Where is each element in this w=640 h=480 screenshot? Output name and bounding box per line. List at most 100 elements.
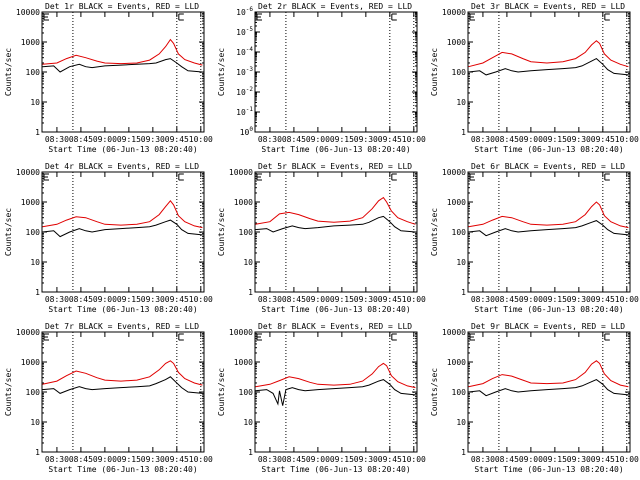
corner-e-marker bbox=[469, 173, 475, 181]
plot-det-4: Det 4r BLACK = Events, RED = LLD 1 10 100 10… bbox=[4, 162, 213, 314]
x-tick-label: 08:45 bbox=[495, 455, 519, 464]
x-tick-label: 09:00 bbox=[93, 135, 117, 144]
corner-e-marker bbox=[43, 333, 49, 341]
x-tick-label: 08:45 bbox=[495, 135, 519, 144]
marker-e-glyph bbox=[604, 173, 610, 181]
series-line-lld bbox=[468, 201, 629, 229]
x-tick-label: 08:30 bbox=[45, 455, 69, 464]
x-tick-label: 09:30 bbox=[354, 135, 378, 144]
x-axis-label: Start Time (06-Jun-13 08:20:40) bbox=[261, 145, 410, 154]
y-tick-label: 1000 bbox=[21, 198, 40, 207]
x-tick-label: 09:30 bbox=[354, 455, 378, 464]
x-tick-label: 08:45 bbox=[282, 135, 306, 144]
plot-frame bbox=[467, 11, 631, 133]
x-axis-label: Start Time (06-Jun-13 08:20:40) bbox=[48, 465, 197, 474]
x-tick-label: 09:45 bbox=[591, 455, 615, 464]
x-tick-label: 09:30 bbox=[141, 135, 165, 144]
x-tick-label: 08:45 bbox=[69, 455, 93, 464]
marker-e-glyph bbox=[391, 173, 397, 181]
corner-e-marker bbox=[43, 173, 49, 181]
y-tick-label: 1 bbox=[35, 288, 40, 297]
plot-title: Det 9r BLACK = Events, RED = LLD bbox=[471, 322, 625, 331]
corner-e-marker bbox=[469, 13, 475, 21]
y-tick-label: 1 bbox=[461, 128, 466, 137]
y-tick-label: 10000 bbox=[16, 8, 40, 17]
x-tick-label: 09:00 bbox=[519, 455, 543, 464]
plot-frame bbox=[41, 11, 205, 133]
plot-frame bbox=[254, 11, 418, 133]
x-tick-label: 09:30 bbox=[567, 295, 591, 304]
x-axis-label: Start Time (06-Jun-13 08:20:40) bbox=[48, 145, 197, 154]
x-tick-label: 09:00 bbox=[306, 135, 330, 144]
y-axis-label: Counts/sec bbox=[4, 208, 13, 256]
x-tick-label: 10:00 bbox=[615, 135, 639, 144]
plot-frame bbox=[467, 331, 631, 453]
corner-e-marker bbox=[43, 13, 49, 21]
x-tick-label: 08:45 bbox=[495, 295, 519, 304]
x-axis-label: Start Time (06-Jun-13 08:20:40) bbox=[261, 465, 410, 474]
y-axis-label: Counts/sec bbox=[217, 208, 226, 256]
plot-title: Det 8r BLACK = Events, RED = LLD bbox=[258, 322, 412, 331]
x-tick-label: 09:15 bbox=[330, 135, 354, 144]
x-tick-label: 09:00 bbox=[306, 455, 330, 464]
x-tick-label: 08:30 bbox=[471, 455, 495, 464]
x-tick-label: 10:00 bbox=[402, 295, 426, 304]
x-tick-label: 09:45 bbox=[591, 135, 615, 144]
x-tick-label: 09:15 bbox=[543, 455, 567, 464]
y-tick-label: 10000 bbox=[229, 328, 253, 337]
x-tick-label: 09:30 bbox=[354, 295, 378, 304]
y-tick-label: 10000 bbox=[16, 328, 40, 337]
plot-det-3: Det 3r BLACK = Events, RED = LLD 1 10 100 10… bbox=[430, 2, 639, 154]
x-tick-label: 08:45 bbox=[282, 295, 306, 304]
series-line-events bbox=[468, 57, 629, 76]
y-axis-label: Counts/sec bbox=[430, 368, 439, 416]
corner-e-marker bbox=[256, 13, 262, 21]
y-tick-label: 1000 bbox=[447, 38, 466, 47]
x-tick-label: 09:15 bbox=[330, 295, 354, 304]
series-line-lld bbox=[468, 360, 629, 388]
y-tick-label: 1000 bbox=[447, 358, 466, 367]
y-tick-label: 10000 bbox=[229, 168, 253, 177]
plot-det-2: Det 2r BLACK = Events, RED = LLD 100 10-1 1… bbox=[217, 2, 426, 154]
plot-det-6: Det 6r BLACK = Events, RED = LLD 1 10 100 10… bbox=[430, 162, 639, 314]
x-axis-label: Start Time (06-Jun-13 08:20:40) bbox=[474, 465, 623, 474]
y-tick-label: 1 bbox=[248, 288, 253, 297]
series-line-lld bbox=[42, 200, 203, 229]
x-tick-label: 10:00 bbox=[189, 135, 213, 144]
series-line-lld bbox=[42, 38, 203, 66]
y-tick-label: 10-2 bbox=[236, 86, 253, 97]
y-axis-label: Counts/sec bbox=[217, 368, 226, 416]
x-axis-label: Start Time (06-Jun-13 08:20:40) bbox=[261, 305, 410, 314]
y-tick-label: 10000 bbox=[16, 168, 40, 177]
plot-title: Det 5r BLACK = Events, RED = LLD bbox=[258, 162, 412, 171]
y-axis-label: Counts/sec bbox=[4, 368, 13, 416]
x-tick-label: 08:30 bbox=[471, 135, 495, 144]
x-tick-label: 10:00 bbox=[615, 295, 639, 304]
x-tick-label: 10:00 bbox=[402, 455, 426, 464]
x-tick-label: 09:00 bbox=[306, 295, 330, 304]
series-line-events bbox=[255, 379, 416, 406]
x-tick-label: 10:00 bbox=[189, 455, 213, 464]
y-tick-label: 10 bbox=[30, 418, 40, 427]
x-tick-label: 09:30 bbox=[567, 135, 591, 144]
plot-frame bbox=[254, 171, 418, 293]
x-tick-label: 09:30 bbox=[141, 455, 165, 464]
y-tick-label: 1 bbox=[35, 448, 40, 457]
marker-e-glyph bbox=[178, 333, 184, 341]
marker-e-glyph bbox=[178, 173, 184, 181]
x-tick-label: 08:30 bbox=[258, 455, 282, 464]
y-tick-label: 100 bbox=[452, 68, 467, 77]
y-tick-label: 1000 bbox=[21, 358, 40, 367]
x-tick-label: 08:30 bbox=[471, 295, 495, 304]
series-line-events bbox=[42, 58, 203, 73]
x-tick-label: 09:30 bbox=[567, 455, 591, 464]
series-line-events bbox=[468, 220, 629, 237]
corner-e-marker bbox=[256, 173, 262, 181]
y-tick-label: 10-5 bbox=[236, 26, 253, 37]
series-line-events bbox=[468, 379, 629, 397]
y-tick-label: 1 bbox=[35, 128, 40, 137]
y-tick-label: 1 bbox=[461, 448, 466, 457]
y-tick-label: 10000 bbox=[442, 8, 466, 17]
y-axis-label: Counts/sec bbox=[430, 48, 439, 96]
